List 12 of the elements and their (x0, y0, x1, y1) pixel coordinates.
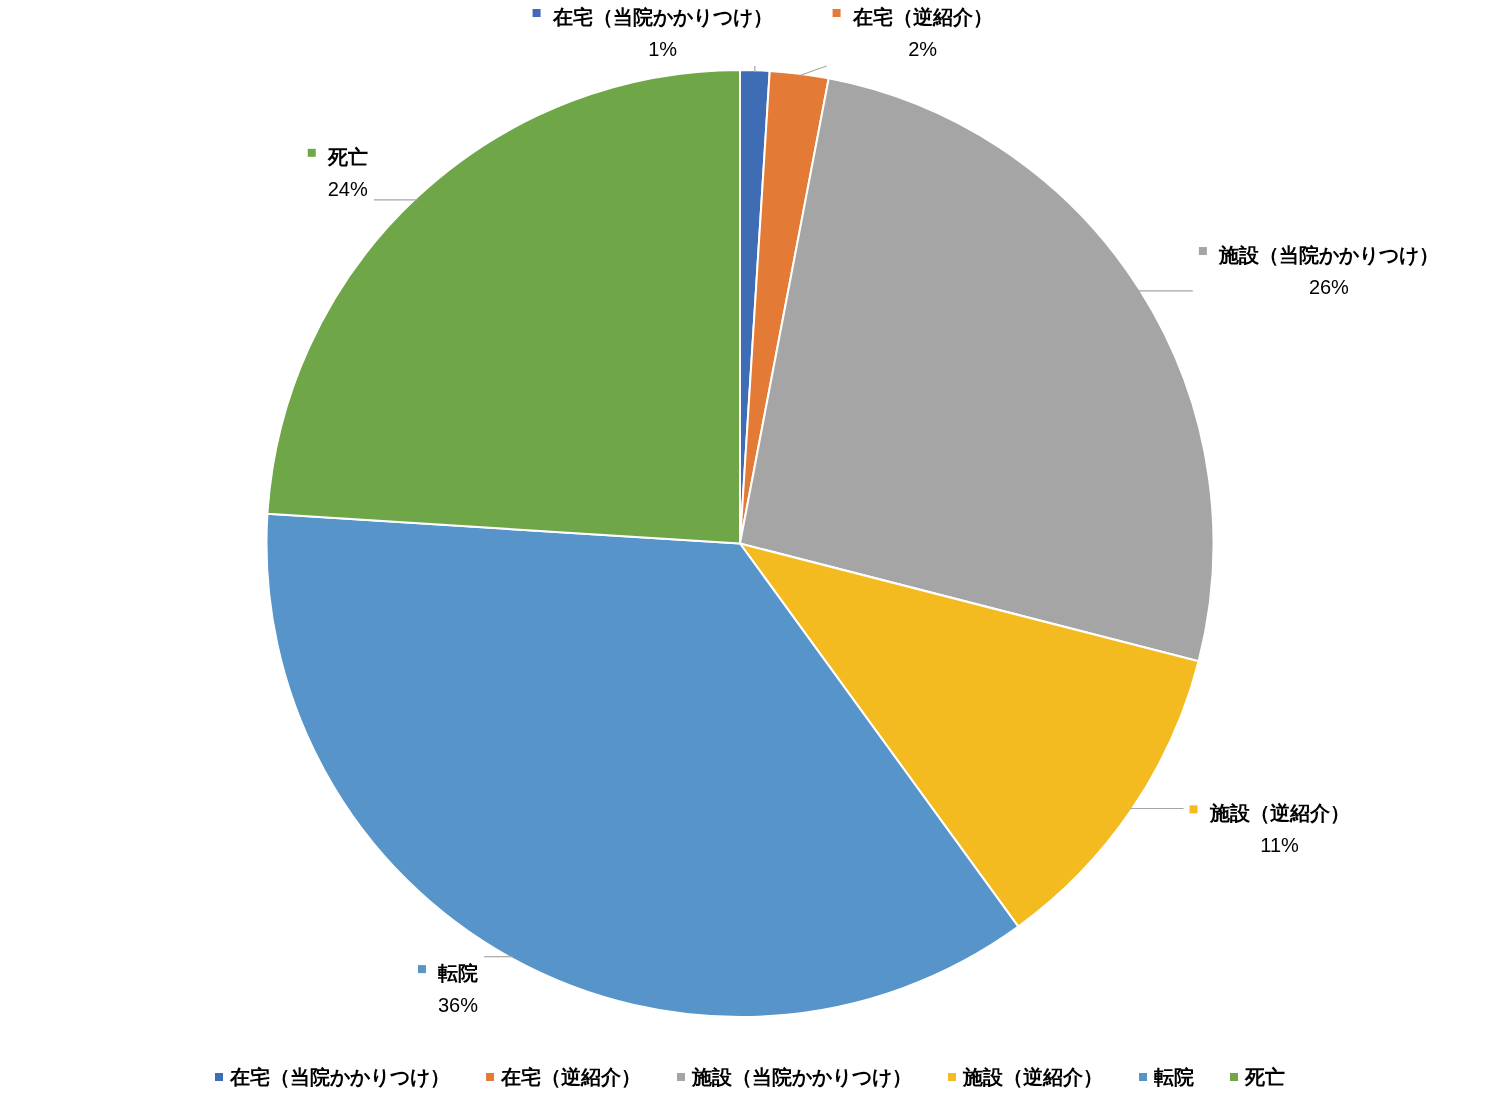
legend-label: 転院 (1154, 1066, 1194, 1088)
data-label: 死亡 24% (327, 145, 368, 200)
data-label: 在宅（当院かかりつけ） 1% (552, 6, 773, 60)
data-label: 在宅（逆紹介） 2% (852, 6, 993, 60)
data-label: 転院 36% (437, 962, 478, 1017)
data-label: 施設（逆紹介） 11% (1209, 802, 1350, 857)
legend-label: 施設（当院かかりつけ） (692, 1066, 912, 1088)
legend-label: 死亡 (1245, 1066, 1285, 1088)
legend-label: 施設（逆紹介） (963, 1066, 1103, 1088)
legend-label: 在宅（逆紹介） (501, 1066, 641, 1088)
data-label: 施設（当院かかりつけ） 26% (1218, 244, 1439, 299)
legend-label: 在宅（当院かかりつけ） (230, 1066, 450, 1088)
